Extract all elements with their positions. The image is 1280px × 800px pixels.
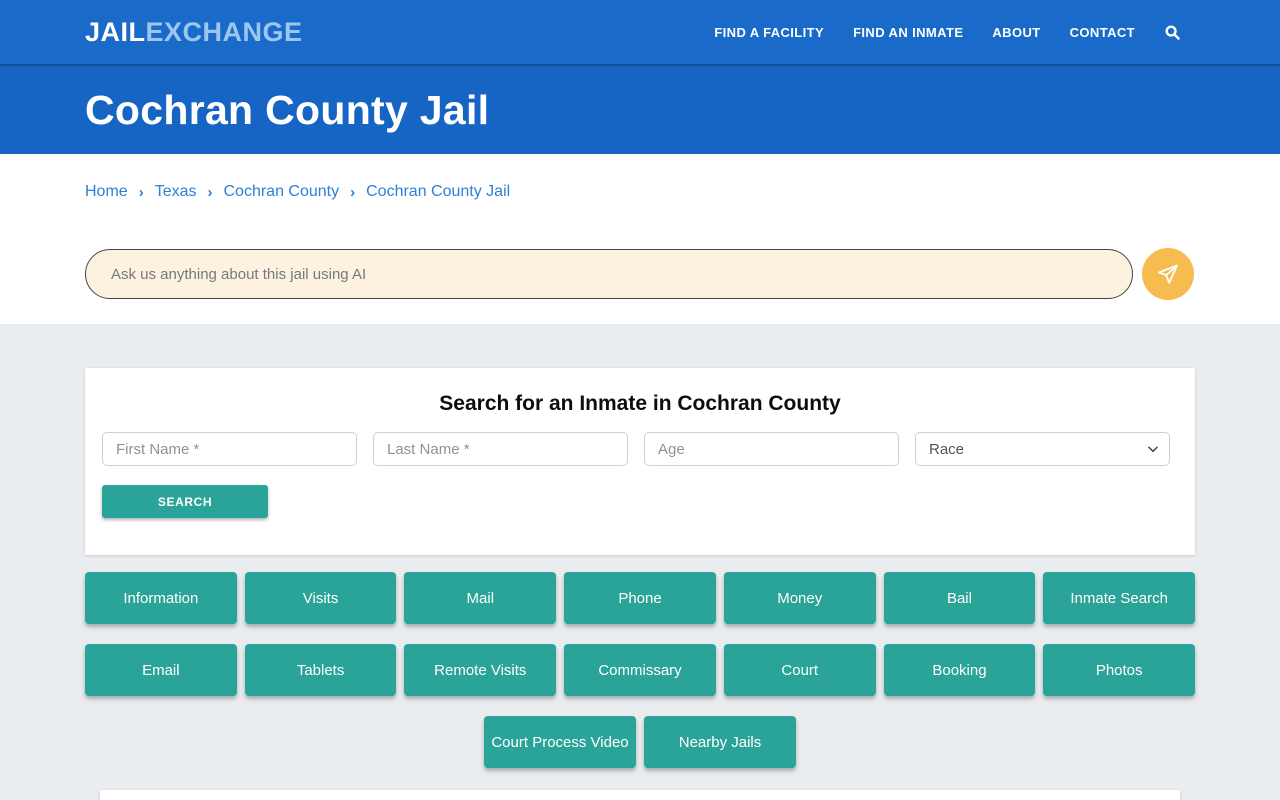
quick-links-row-3: Court Process Video Nearby Jails xyxy=(85,716,1195,768)
first-name-field[interactable] xyxy=(102,432,357,466)
nav-item-about[interactable]: ABOUT xyxy=(992,24,1041,40)
quick-link-phone[interactable]: Phone xyxy=(564,572,716,624)
age-field[interactable] xyxy=(644,432,899,466)
page-title: Cochran County Jail xyxy=(85,86,490,133)
ai-send-button[interactable] xyxy=(1142,248,1194,300)
search-icon[interactable] xyxy=(1164,24,1181,41)
inmate-search-title: Search for an Inmate in Cochran County xyxy=(439,392,841,415)
breadcrumb-section: Home › Texas › Cochran County › Cochran … xyxy=(0,154,1280,324)
nav-item-contact[interactable]: CONTACT xyxy=(1069,24,1135,40)
breadcrumb-home[interactable]: Home xyxy=(85,183,128,200)
paper-plane-icon xyxy=(1158,264,1178,284)
race-select[interactable]: Race xyxy=(915,432,1170,466)
last-name-field[interactable] xyxy=(373,432,628,466)
quick-link-nearby-jails[interactable]: Nearby Jails xyxy=(644,716,796,768)
top-navbar: JAILEXCHANGE FIND A FACILITY FIND AN INM… xyxy=(0,0,1280,64)
quick-link-inmate-search[interactable]: Inmate Search xyxy=(1043,572,1196,624)
quick-link-booking[interactable]: Booking xyxy=(883,644,1036,696)
logo-text-jail: JAIL xyxy=(85,16,146,47)
race-select-wrapper: Race xyxy=(915,432,1170,466)
breadcrumb-texas[interactable]: Texas xyxy=(154,183,197,200)
breadcrumb-cochran-county[interactable]: Cochran County xyxy=(223,183,340,200)
quick-link-remote-visits[interactable]: Remote Visits xyxy=(404,644,557,696)
breadcrumb-cochran-county-jail[interactable]: Cochran County Jail xyxy=(366,183,511,200)
breadcrumb: Home › Texas › Cochran County › Cochran … xyxy=(85,183,1195,201)
ai-search-row xyxy=(85,248,1195,300)
quick-link-court-process-video[interactable]: Court Process Video xyxy=(484,716,636,768)
chevron-right-icon: › xyxy=(138,183,144,201)
quick-links-grid: Information Visits Mail Phone Money Bail… xyxy=(85,572,1196,768)
quick-link-mail[interactable]: Mail xyxy=(404,572,557,624)
quick-link-email[interactable]: Email xyxy=(85,644,237,696)
quick-link-bail[interactable]: Bail xyxy=(883,572,1036,624)
chevron-right-icon: › xyxy=(350,183,356,201)
page-header-band: Cochran County Jail xyxy=(0,66,1280,154)
quick-link-information[interactable]: Information xyxy=(85,572,237,624)
inmate-search-card: Search for an Inmate in Cochran County R… xyxy=(85,368,1195,555)
search-button[interactable]: SEARCH xyxy=(102,485,268,518)
quick-link-money[interactable]: Money xyxy=(723,572,876,624)
next-section-card-edge xyxy=(100,790,1180,800)
jailexchange-logo[interactable]: JAILEXCHANGE xyxy=(85,17,303,48)
nav-links: FIND A FACILITY FIND AN INMATE ABOUT CON… xyxy=(714,24,1181,41)
nav-item-find-an-inmate[interactable]: FIND AN INMATE xyxy=(853,24,964,40)
quick-link-tablets[interactable]: Tablets xyxy=(244,644,397,696)
quick-links-row-2: Email Tablets Remote Visits Commissary C… xyxy=(85,644,1196,696)
logo-text-exchange: EXCHANGE xyxy=(145,16,303,47)
quick-link-visits[interactable]: Visits xyxy=(244,572,397,624)
chevron-right-icon: › xyxy=(207,183,213,201)
quick-links-row-1: Information Visits Mail Phone Money Bail… xyxy=(85,572,1196,624)
quick-link-court[interactable]: Court xyxy=(723,644,876,696)
main-content: Search for an Inmate in Cochran County R… xyxy=(0,324,1280,800)
ai-question-input[interactable] xyxy=(85,249,1133,299)
quick-link-commissary[interactable]: Commissary xyxy=(564,644,716,696)
inmate-search-fields: Race xyxy=(85,432,1195,466)
nav-item-find-a-facility[interactable]: FIND A FACILITY xyxy=(714,24,825,40)
quick-link-photos[interactable]: Photos xyxy=(1043,644,1196,696)
navbar-divider xyxy=(0,64,1280,66)
